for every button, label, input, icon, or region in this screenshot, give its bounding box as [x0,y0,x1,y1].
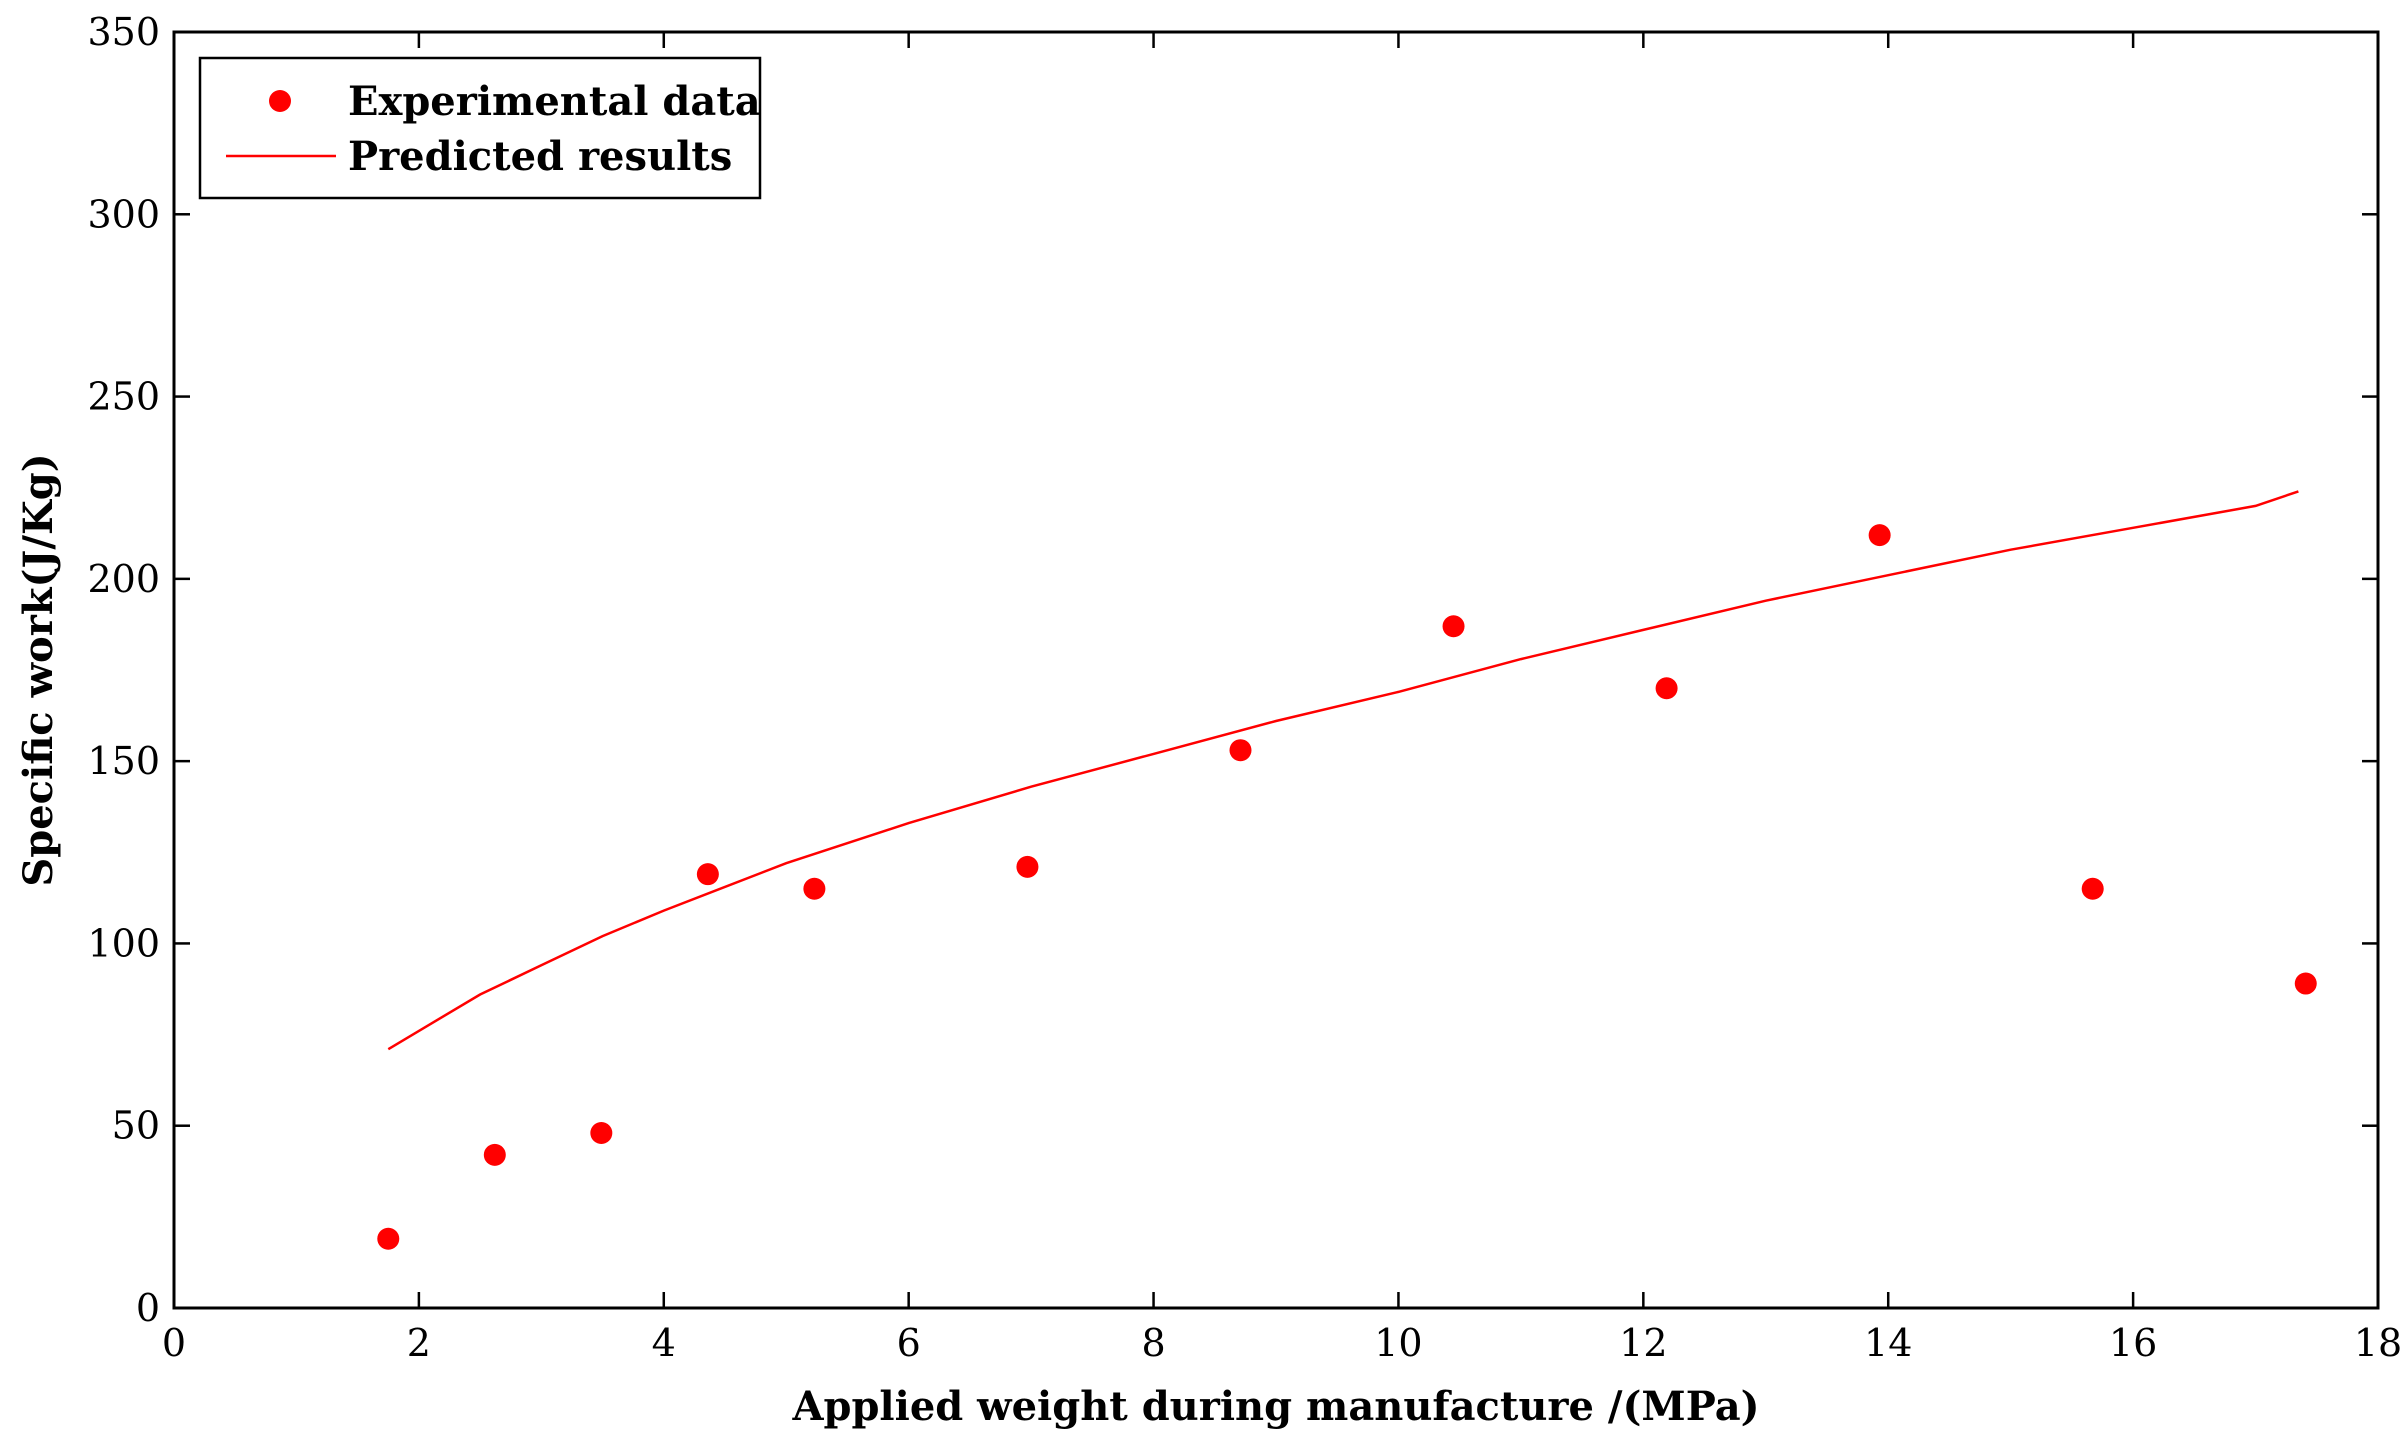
experimental-data-point [2294,972,2317,995]
y-tick-label: 50 [112,1104,160,1148]
experimental-data-point [1016,855,1039,878]
experimental-data-point [1442,615,1465,638]
experimental-data-point [1655,677,1678,700]
x-tick-label: 10 [1374,1321,1422,1365]
experimental-data-point [377,1227,400,1250]
x-axis-ticks: 0 2 4 6 8 10 12 14 16 18 [162,32,2402,1365]
experimental-data-point [1229,739,1252,762]
x-tick-label: 18 [2354,1321,2402,1365]
x-tick-label: 4 [652,1321,676,1365]
experimental-data-point [590,1122,613,1145]
y-axis-title: Specific work(J/Kg) [15,453,62,886]
experimental-data-point [803,877,826,900]
legend-marker-experimental-data [269,90,291,112]
y-axis-ticks: 0 50 100 150 200 250 300 350 [87,10,2378,1330]
x-tick-label: 2 [407,1321,431,1365]
legend-label-experimental-data: Experimental data [348,78,761,125]
y-tick-label: 250 [87,375,160,419]
y-tick-label: 100 [87,921,160,965]
x-axis-title: Applied weight during manufacture /(MPa) [791,1383,1759,1430]
experimental-data-point [1868,524,1891,547]
legend-label-predicted-results: Predicted results [348,133,732,180]
y-tick-label: 200 [87,557,160,601]
y-tick-label: 350 [87,10,160,54]
x-tick-label: 14 [1864,1321,1912,1365]
x-tick-label: 8 [1141,1321,1165,1365]
experimental-data-point [696,863,719,886]
y-tick-label: 150 [87,739,160,783]
y-tick-label: 300 [87,192,160,236]
x-tick-label: 16 [2109,1321,2157,1365]
experimental-data-point [483,1143,506,1166]
series-layer [377,490,2317,1250]
x-tick-label: 0 [162,1321,186,1365]
legend-box [198,56,762,200]
predicted-results-line [387,490,2299,1051]
y-tick-label: 0 [136,1286,160,1330]
x-tick-label: 12 [1619,1321,1667,1365]
experimental-data-point [2081,877,2104,900]
x-tick-label: 6 [897,1321,921,1365]
legend: Experimental data Predicted results [198,56,762,200]
plot-area [172,30,2380,1310]
